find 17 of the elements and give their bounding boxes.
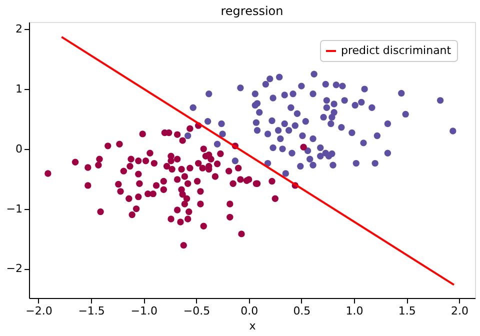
y-tick-label: −1 xyxy=(6,202,22,216)
x-tick-label: −0.5 xyxy=(183,304,210,318)
x-tick-label: 0.0 xyxy=(240,304,258,318)
x-tick-label: 1.0 xyxy=(346,304,364,318)
y-tick-label: 2 xyxy=(16,22,22,36)
legend-label: predict discriminant xyxy=(341,44,452,57)
x-tick-label: −1.0 xyxy=(130,304,158,318)
x-tick-label: 1.5 xyxy=(398,304,416,318)
chart-title: regression xyxy=(220,4,284,18)
x-tick-label: −1.5 xyxy=(78,304,105,318)
y-tick-label: −2 xyxy=(6,262,22,276)
y-tick-label: 0 xyxy=(16,142,22,156)
y-tick-label: 1 xyxy=(16,82,22,96)
x-axis-title: x xyxy=(249,320,256,332)
x-tick-label: 0.5 xyxy=(293,304,311,318)
x-tick-label: −2.0 xyxy=(26,304,52,318)
x-tick-label: 2.0 xyxy=(450,304,468,318)
